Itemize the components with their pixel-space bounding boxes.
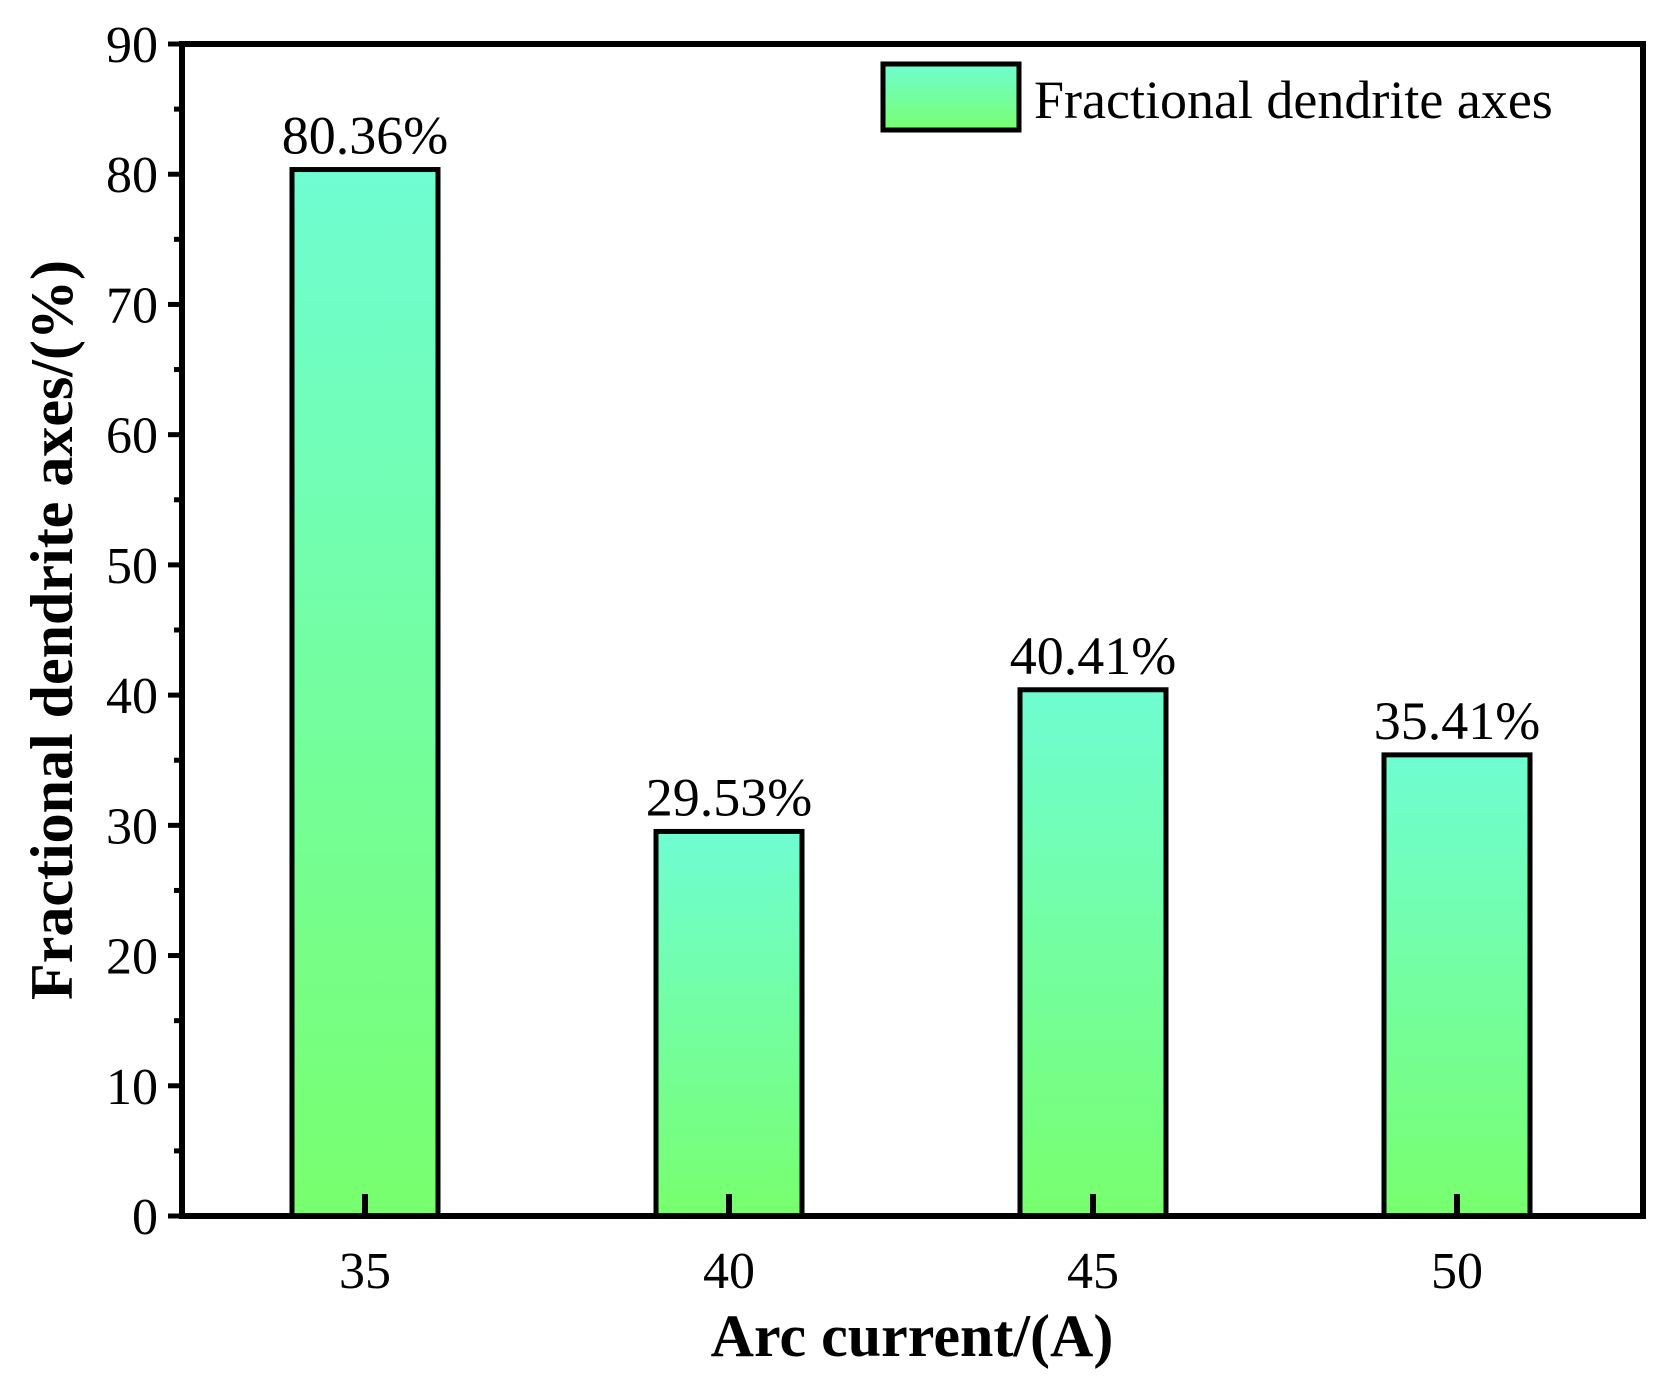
y-tick-label: 40 <box>106 668 158 725</box>
bar-35 <box>289 167 441 1219</box>
y-tick-label: 80 <box>106 147 158 204</box>
x-tick-label: 35 <box>339 1243 391 1300</box>
bar-45 <box>1017 687 1169 1219</box>
x-axis-title: Arc current/(A) <box>711 1303 1114 1369</box>
plot-frame <box>179 41 1646 1219</box>
y-tick-label: 20 <box>106 929 158 986</box>
x-tick-label: 40 <box>703 1243 755 1300</box>
y-tick-label: 60 <box>106 408 158 465</box>
data-label-45: 40.41% <box>1010 626 1176 686</box>
y-tick-label: 10 <box>106 1059 158 1116</box>
y-tick-label: 50 <box>106 538 158 595</box>
legend-label: Fractional dendrite axes <box>1034 70 1553 130</box>
legend-swatch <box>880 61 1022 133</box>
bar-50 <box>1381 752 1533 1219</box>
x-tick-label: 45 <box>1067 1243 1119 1300</box>
tick-labels: 0 10 20 30 40 50 60 70 80 90 35 40 45 50 <box>106 17 1483 1300</box>
data-labels: 80.36% 29.53% 40.41% 35.41% <box>282 106 1540 828</box>
bar-40 <box>653 828 805 1219</box>
data-label-50: 35.41% <box>1374 691 1540 751</box>
data-label-35: 80.36% <box>282 106 448 166</box>
x-tick-label: 50 <box>1431 1243 1483 1300</box>
bars <box>289 167 1533 1219</box>
y-axis-title: Fractional dendrite axes/(%) <box>19 260 85 1000</box>
legend: Fractional dendrite axes <box>880 61 1553 133</box>
y-tick-label: 90 <box>106 17 158 74</box>
y-tick-label: 70 <box>106 277 158 334</box>
y-tick-label: 30 <box>106 798 158 855</box>
y-tick-label: 0 <box>132 1189 158 1246</box>
data-label-40: 29.53% <box>646 767 812 827</box>
